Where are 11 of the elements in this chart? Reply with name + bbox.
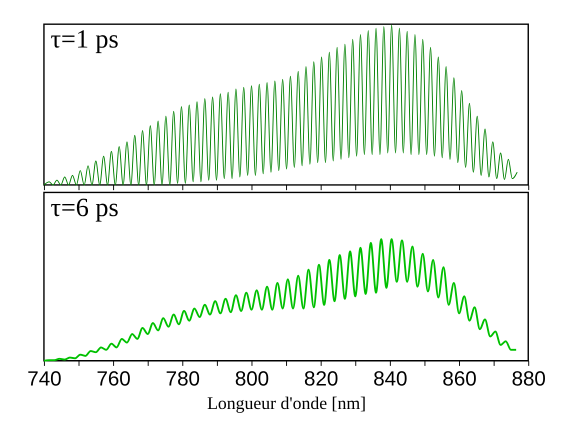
- x-tick-label: 840: [373, 368, 408, 391]
- x-tick-label: 780: [166, 368, 200, 391]
- x-tick-label: 740: [27, 368, 62, 391]
- x-tick-label: 880: [512, 368, 546, 391]
- x-tick-label: 860: [442, 368, 477, 391]
- chart-title: τ=6 ps: [50, 192, 119, 222]
- x-axis-title: Longueur d'onde [nm]: [207, 392, 366, 413]
- x-tick-label: 800: [234, 368, 270, 391]
- x-tick-label: 760: [96, 368, 131, 391]
- chart-title: τ=1 ps: [50, 24, 119, 54]
- x-tick-label: 820: [304, 368, 338, 391]
